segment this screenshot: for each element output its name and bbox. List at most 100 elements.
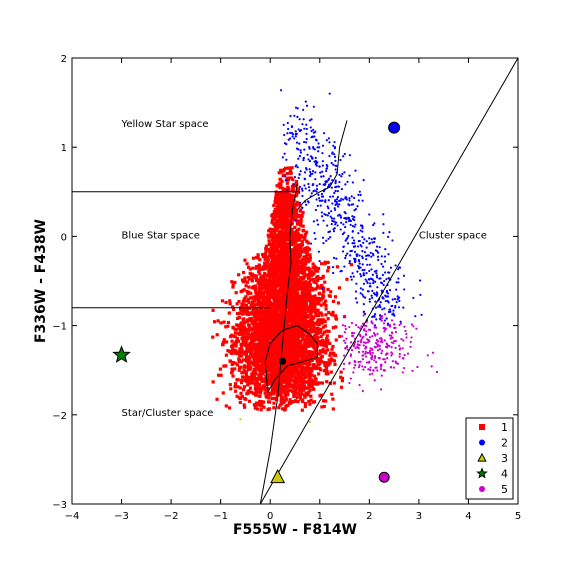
series-1-point [279,168,283,172]
series-1-point [282,222,287,227]
series-1-point [267,331,271,336]
series-1-point [320,262,324,266]
series-1-point [292,215,297,219]
series-1-point [316,326,320,330]
series-1-point [260,312,264,316]
series-1-point [273,212,277,216]
series-1-point [306,305,311,310]
series-1-point [258,284,263,288]
series-1-point [317,291,322,295]
series-1-point [243,276,247,280]
series-1-point [273,259,277,263]
series-1-point [230,339,234,343]
series-1-point [237,350,241,354]
series-1-point [304,280,308,284]
series-1-point [255,307,259,311]
series-1-point [272,272,277,276]
series-1-point [280,210,284,214]
series-1-point [292,323,297,327]
series-1-point [269,303,273,307]
series-1-point [260,340,264,345]
series-1-point [300,214,304,218]
series-1-point [258,319,262,323]
series-1-point [240,371,244,375]
series-1-point [305,337,309,341]
series-1-point [284,260,288,264]
series-1-point [296,256,300,260]
series-1-point [280,305,284,310]
series-1-point [229,334,233,339]
series-1-point [240,336,244,341]
series-1-point [340,379,345,383]
series-1-point [294,399,298,404]
series-1-point [306,350,310,354]
series-1-point [294,389,298,393]
series-1-point [270,271,274,275]
series-1-point [318,286,323,290]
series-1-point [293,381,297,385]
series-1-point [258,286,262,290]
series-1-point [231,283,235,287]
series-1-point [334,316,338,320]
series-1-point [302,268,306,272]
series-1-point [255,357,259,361]
series-1-point [276,193,280,197]
series-1-point [291,361,296,365]
series-1-point [249,303,253,307]
series-1-point [280,374,285,378]
series-1-point [236,311,240,316]
series-1-point [264,359,268,363]
series-1-point [243,376,247,380]
series-1-point [258,295,262,299]
series-1-point [281,320,285,325]
series-1-point [327,358,331,362]
series-1-point [275,391,279,396]
series-1-point [275,298,279,302]
series-1-point [294,313,298,317]
series-1-point [267,243,271,247]
series-1-point [270,244,274,249]
series-1-point [267,340,271,345]
series-1-point [289,277,293,281]
series-1-point [298,308,302,312]
series-1-point [287,260,291,265]
series-1-point [266,396,270,400]
series-1-point [230,362,234,366]
series-1-point [301,295,305,299]
series-1-point [239,360,244,364]
series-1-point [279,338,283,342]
series-1-point [306,371,311,375]
series-1-point [242,322,246,326]
series-1-point [269,361,274,365]
series-1-point [302,274,306,278]
series-1-point [291,379,295,383]
series-1-point [243,325,247,329]
series-1-point [305,294,309,298]
series-1-point [239,342,243,346]
series-1-point [271,375,275,379]
series-1-point [260,379,264,383]
series-1-point [245,379,249,384]
series-1-point [247,300,251,305]
series-1-point [244,352,249,356]
series-1-point [248,386,253,390]
series-1-point [245,280,249,284]
series-1-point [254,364,258,368]
series-1-point [255,401,259,405]
series-1-point [244,378,248,382]
series-1-point [281,407,285,411]
series-1-point [291,253,295,257]
series-1-point [249,346,253,350]
series-1-point [287,354,291,358]
series-1-point [279,332,283,336]
series-1-point [314,364,318,368]
series-1-point [287,357,291,361]
series-1-point [271,324,275,328]
series-1-point [288,314,292,318]
series-1-point [257,390,261,394]
series-1-point [306,308,311,313]
series-1-point [257,329,261,333]
series-1-point [286,235,290,239]
series-1-point [301,211,305,215]
series-1-point [295,309,299,314]
